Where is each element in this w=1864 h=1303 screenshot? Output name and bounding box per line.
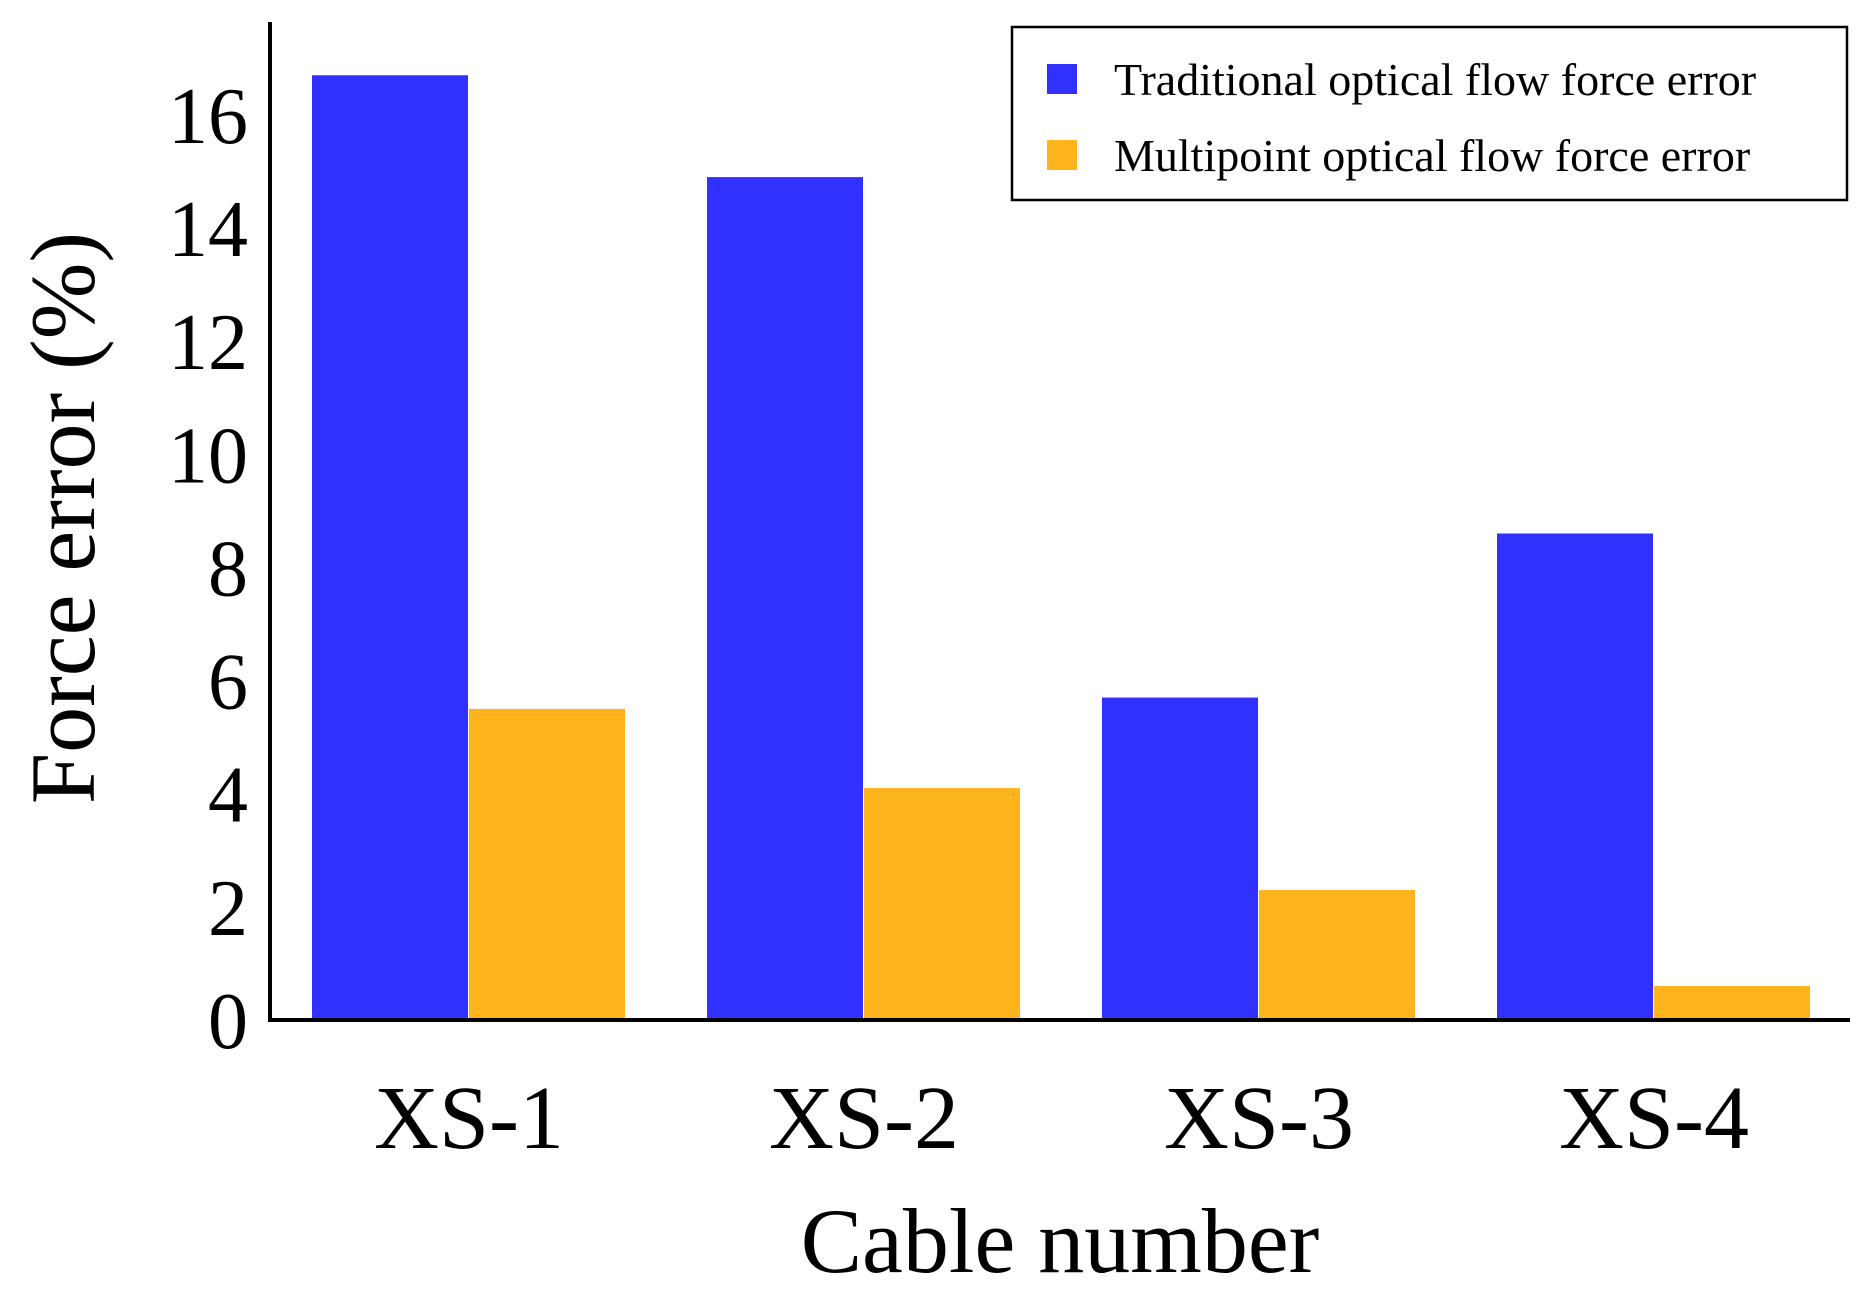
x-tick-label: XS-3 <box>1164 1069 1354 1168</box>
y-tick-label: 2 <box>208 865 248 953</box>
x-tick-labels: XS-1 XS-2 XS-3 XS-4 <box>374 1069 1749 1168</box>
y-tick-label: 16 <box>168 73 248 161</box>
y-tick-label: 8 <box>208 525 248 613</box>
bar-multipoint-xs-1 <box>469 708 625 1020</box>
legend-swatch-traditional <box>1047 64 1077 94</box>
x-tick-label: XS-4 <box>1559 1069 1749 1168</box>
bar-multipoint-xs-2 <box>864 788 1020 1020</box>
bars <box>312 75 1810 1021</box>
y-tick-label: 14 <box>168 186 248 274</box>
legend-label-multipoint: Multipoint optical flow force error <box>1114 130 1750 181</box>
x-tick-label: XS-1 <box>374 1069 564 1168</box>
y-tick-label: 4 <box>208 752 248 840</box>
bar-traditional-xs-3 <box>1102 697 1258 1020</box>
x-tick-label: XS-2 <box>769 1069 959 1168</box>
bar-traditional-xs-1 <box>312 75 468 1020</box>
bar-traditional-xs-4 <box>1497 533 1653 1020</box>
x-axis-title: Cable number <box>801 1190 1320 1292</box>
legend-box <box>1010 25 1849 202</box>
y-tick-label: 10 <box>168 412 248 500</box>
bar-traditional-xs-2 <box>707 177 863 1021</box>
legend-swatch-multipoint <box>1047 140 1077 170</box>
y-tick-labels: 0 2 4 6 8 10 12 14 16 <box>168 73 248 1066</box>
y-tick-label: 6 <box>208 639 248 727</box>
y-tick-label: 0 <box>208 978 248 1066</box>
legend: Traditional optical flow force error Mul… <box>1010 25 1849 202</box>
legend-label-traditional: Traditional optical flow force error <box>1114 54 1756 105</box>
y-tick-label: 12 <box>168 299 248 387</box>
y-axis-title: Force error (%) <box>12 232 114 804</box>
bar-multipoint-xs-4 <box>1654 986 1810 1020</box>
bar-multipoint-xs-3 <box>1259 889 1415 1020</box>
